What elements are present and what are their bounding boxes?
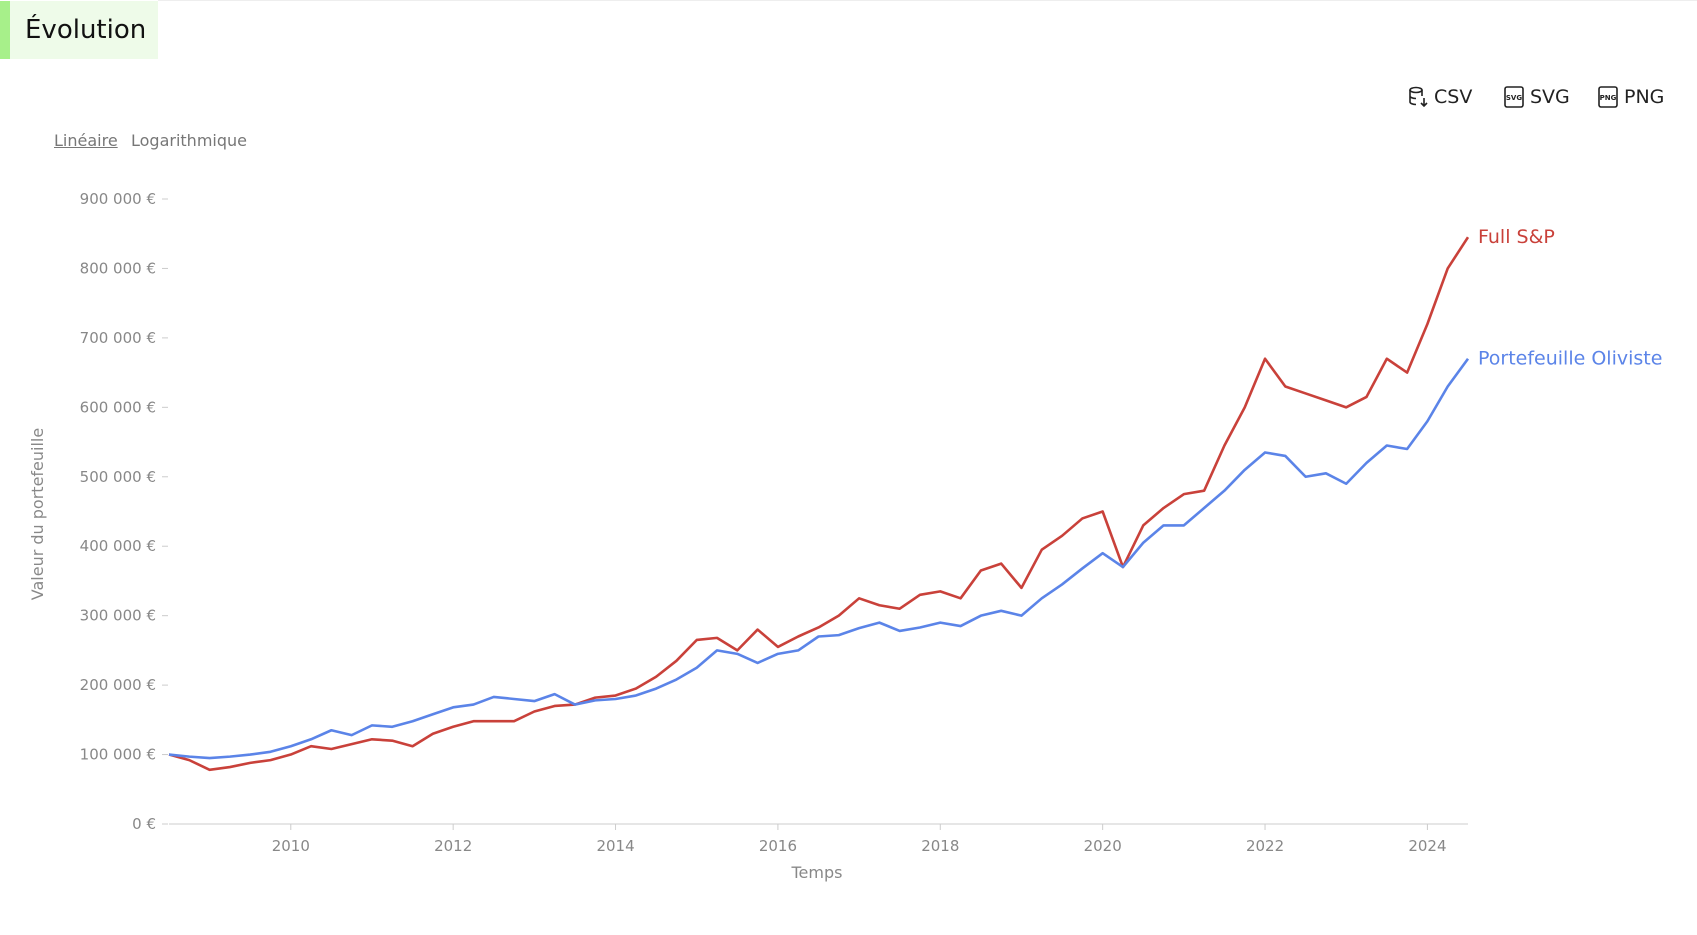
y-tick-label: 300 000 € (80, 607, 156, 625)
button-label: SVG (1530, 86, 1570, 108)
x-axis-title: Temps (791, 863, 843, 882)
export-button[interactable]: PNG PNG (1598, 86, 1664, 108)
x-tick-label: 2018 (921, 837, 959, 855)
section-header: Évolution (0, 1, 158, 59)
section-title: Évolution (25, 15, 147, 45)
scale-option[interactable]: Linéaire (54, 131, 118, 150)
series-line (168, 357, 1470, 760)
x-tick-label: 2024 (1408, 837, 1446, 855)
y-axis-title: Valeur du portefeuille (28, 428, 47, 600)
svg-text:SVG: SVG (1506, 94, 1522, 102)
y-tick-label: 500 000 € (80, 468, 156, 486)
export-button[interactable]: SVG SVG (1504, 86, 1570, 108)
y-tick-label: 0 € (132, 815, 156, 833)
y-tick-label: 800 000 € (80, 259, 156, 277)
y-tick-label: 900 000 € (80, 190, 156, 208)
y-tick-label: 100 000 € (80, 746, 156, 764)
icon (1409, 86, 1428, 108)
y-tick-label: 600 000 € (80, 398, 156, 416)
legend-label: Portefeuille Oliviste (1478, 348, 1662, 370)
x-tick-label: 2020 (1084, 837, 1122, 855)
y-tick-label: 200 000 € (80, 676, 156, 694)
x-tick-label: 2016 (759, 837, 797, 855)
y-tick-label: 700 000 € (80, 329, 156, 347)
x-tick-label: 2014 (596, 837, 634, 855)
scale-option[interactable]: Logarithmique (131, 131, 247, 150)
icon: SVG (1504, 86, 1524, 108)
icon: PNG (1598, 86, 1618, 108)
x-tick-label: 2022 (1246, 837, 1284, 855)
series-line (168, 236, 1470, 772)
button-label: CSV (1434, 86, 1473, 108)
button-label: PNG (1624, 86, 1665, 108)
export-button[interactable]: CSV (1408, 86, 1472, 108)
divider (158, 0, 1697, 1)
x-tick-label: 2010 (272, 837, 310, 855)
y-tick-label: 400 000 € (80, 537, 156, 555)
x-tick-label: 2012 (434, 837, 472, 855)
legend-label: Full S&P (1478, 226, 1555, 248)
svg-text:PNG: PNG (1600, 94, 1617, 102)
